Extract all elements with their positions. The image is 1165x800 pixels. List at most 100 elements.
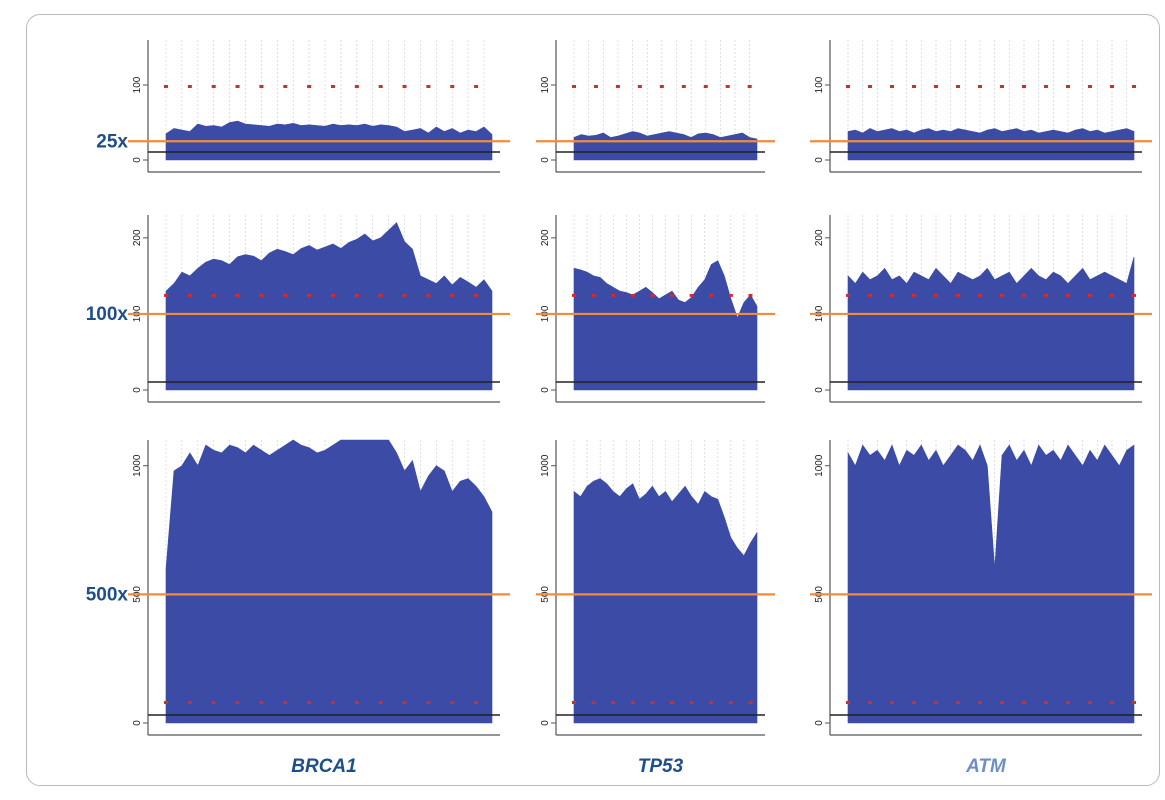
exon-marker xyxy=(187,701,192,704)
exon-marker xyxy=(1044,701,1048,704)
exon-marker xyxy=(354,701,359,704)
exon-marker xyxy=(354,293,359,297)
gene-label-brca1: BRCA1 xyxy=(291,756,356,777)
exon-marker xyxy=(164,701,168,704)
exon-marker xyxy=(747,85,752,88)
exon-marker xyxy=(1066,293,1070,297)
exon-marker xyxy=(572,85,576,88)
exon-marker xyxy=(934,85,938,88)
exon-marker xyxy=(1110,293,1114,297)
exon-marker xyxy=(846,701,850,704)
exon-marker xyxy=(211,85,216,88)
exon-marker xyxy=(630,701,635,704)
coverage-area-tp53 xyxy=(573,131,758,161)
exon-marker xyxy=(689,293,694,297)
y-tick-label: 0 xyxy=(814,157,825,163)
y-tick-label: 100 xyxy=(814,76,825,93)
exon-marker xyxy=(591,701,596,704)
y-tick-label: 0 xyxy=(814,720,825,726)
exon-marker xyxy=(259,85,264,88)
exon-marker xyxy=(1000,85,1004,88)
exon-marker xyxy=(474,293,479,297)
exon-marker xyxy=(378,293,383,297)
exon-marker xyxy=(591,293,596,297)
y-tick-label: 0 xyxy=(132,720,143,726)
y-tick-label: 0 xyxy=(132,157,143,163)
exon-marker xyxy=(187,293,192,297)
coverage-area-tp53 xyxy=(573,478,758,724)
exon-marker xyxy=(1022,701,1026,704)
exon-marker xyxy=(630,293,635,297)
exon-marker xyxy=(728,293,733,297)
exon-marker xyxy=(978,85,982,88)
exon-marker xyxy=(670,293,675,297)
coverage-area-atm xyxy=(847,256,1135,391)
exon-marker xyxy=(650,701,655,704)
exon-marker xyxy=(689,701,694,704)
y-tick-label: 200 xyxy=(814,229,825,246)
exon-marker xyxy=(659,85,664,88)
exon-marker xyxy=(426,85,431,88)
exon-marker xyxy=(402,85,407,88)
exon-marker xyxy=(283,293,288,297)
exon-marker xyxy=(1088,293,1092,297)
exon-marker xyxy=(934,293,938,297)
exon-marker xyxy=(956,85,960,88)
exon-marker xyxy=(259,701,264,704)
exon-marker xyxy=(725,85,730,88)
exon-marker xyxy=(1088,85,1092,88)
exon-marker xyxy=(868,85,872,88)
exon-marker xyxy=(572,293,576,297)
exon-marker xyxy=(593,85,598,88)
exon-marker xyxy=(637,85,642,88)
exon-marker xyxy=(1066,85,1070,88)
y-tick-label: 0 xyxy=(540,720,551,726)
exon-marker xyxy=(978,293,982,297)
exon-marker xyxy=(956,701,960,704)
row-label-500x: 500x xyxy=(86,584,129,605)
exon-marker xyxy=(235,293,240,297)
exon-marker xyxy=(681,85,686,88)
exon-marker xyxy=(426,293,431,297)
y-tick-label: 200 xyxy=(540,229,551,246)
exon-marker xyxy=(1110,701,1114,704)
y-tick-label: 1000 xyxy=(132,454,143,477)
y-tick-label: 1000 xyxy=(540,454,551,477)
row-label-25x: 25x xyxy=(96,131,128,152)
exon-marker xyxy=(709,701,714,704)
exon-marker xyxy=(450,701,455,704)
exon-marker xyxy=(474,85,479,88)
exon-marker xyxy=(1044,85,1048,88)
gene-label-tp53: TP53 xyxy=(638,756,684,777)
exon-marker xyxy=(748,701,753,704)
exon-marker xyxy=(307,701,312,704)
exon-marker xyxy=(1022,85,1026,88)
exon-marker xyxy=(354,85,359,88)
exon-marker xyxy=(611,293,616,297)
coverage-area-brca1 xyxy=(165,439,493,724)
exon-marker xyxy=(1132,701,1136,704)
exon-marker xyxy=(709,293,714,297)
exon-marker xyxy=(1110,85,1114,88)
exon-marker xyxy=(934,701,938,704)
y-tick-label: 1000 xyxy=(814,454,825,477)
exon-marker xyxy=(748,293,753,297)
exon-marker xyxy=(1132,293,1136,297)
exon-marker xyxy=(378,701,383,704)
exon-marker xyxy=(846,85,850,88)
y-tick-label: 0 xyxy=(132,387,143,393)
exon-marker xyxy=(259,293,264,297)
exon-marker xyxy=(378,85,383,88)
exon-marker xyxy=(211,293,216,297)
exon-marker xyxy=(912,701,916,704)
coverage-area-atm xyxy=(847,128,1135,161)
exon-marker xyxy=(474,701,479,704)
exon-marker xyxy=(164,293,168,297)
y-tick-label: 0 xyxy=(540,157,551,163)
exon-marker xyxy=(611,701,616,704)
y-tick-label: 100 xyxy=(132,76,143,93)
exon-marker xyxy=(912,293,916,297)
exon-marker xyxy=(330,85,335,88)
exon-marker xyxy=(450,85,455,88)
